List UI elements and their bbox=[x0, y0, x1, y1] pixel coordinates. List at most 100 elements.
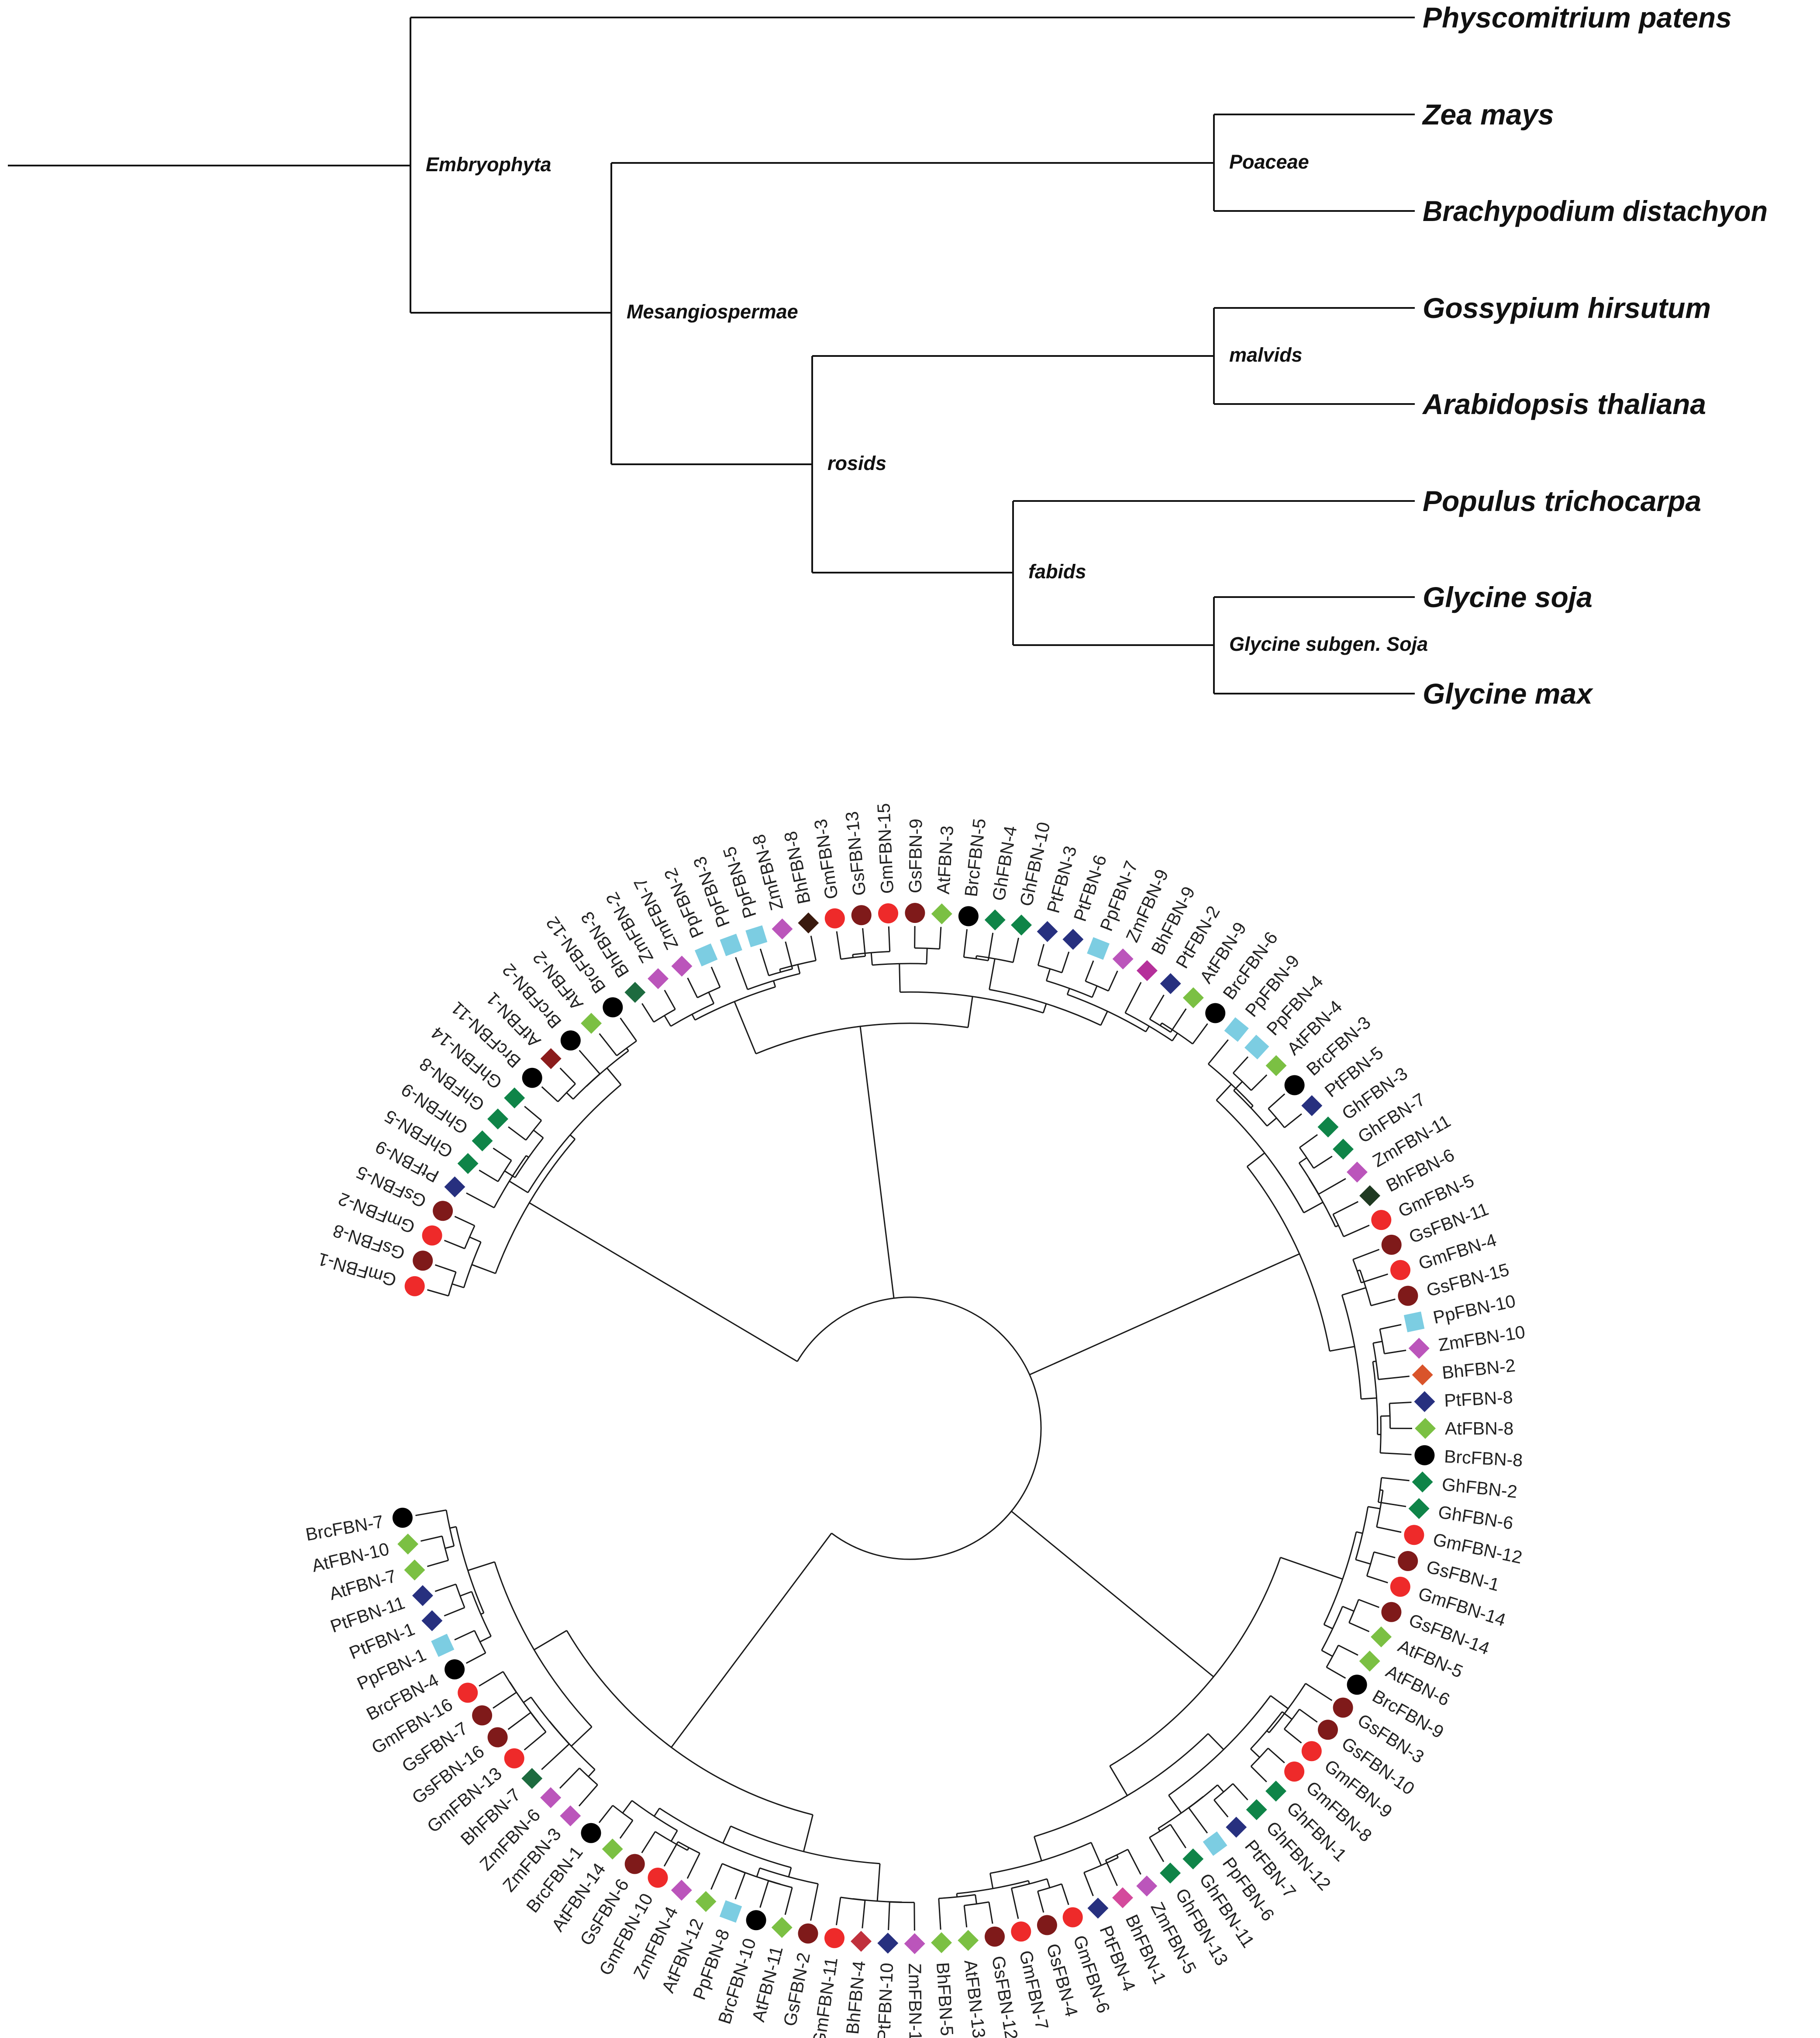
fbn-branch-arc bbox=[1149, 1824, 1171, 1838]
fbn-branch-arc bbox=[1341, 1295, 1362, 1399]
fbn-branch-radial bbox=[599, 1033, 617, 1056]
marker-circle-brcfbn-10 bbox=[746, 1910, 766, 1931]
fbn-branch-radial bbox=[1061, 951, 1070, 973]
fbn-branch-radial bbox=[708, 992, 715, 1004]
marker-diamond-zmfbn-8 bbox=[772, 918, 793, 940]
fbn-branch-radial bbox=[1378, 1375, 1410, 1380]
marker-square-ppfbn-3 bbox=[720, 933, 742, 957]
fbn-branch-radial bbox=[913, 1902, 915, 1931]
fbn-branch-radial bbox=[526, 1155, 529, 1158]
marker-diamond-bhfbn-6 bbox=[1359, 1185, 1381, 1206]
marker-diamond-zmfbn-2 bbox=[648, 968, 669, 989]
fbn-branch-radial bbox=[1149, 1837, 1165, 1862]
fbn-branch-radial bbox=[641, 1003, 655, 1022]
fbn-branch-radial bbox=[1037, 1891, 1044, 1913]
marker-circle-gsfbn-16 bbox=[487, 1727, 508, 1748]
marker-diamond-bhfbn-7 bbox=[521, 1768, 543, 1789]
fbn-branch-radial bbox=[415, 1509, 447, 1516]
tip-label-ptfbn-10: PtFBN-10 bbox=[874, 1962, 897, 2038]
fbn-branch-radial bbox=[1341, 1287, 1366, 1296]
fbn-branch-radial bbox=[788, 1867, 792, 1877]
marker-diamond-atfbn-9 bbox=[1182, 987, 1204, 1009]
marker-circle-brcfbn-3 bbox=[1284, 1075, 1305, 1095]
marker-circle-gmfbn-12 bbox=[1404, 1525, 1424, 1545]
fbn-branch-arc bbox=[1067, 994, 1146, 1033]
marker-circle-brcfbn-12 bbox=[603, 997, 623, 1018]
fbn-branch-radial bbox=[989, 958, 996, 990]
fbn-branch-radial bbox=[1085, 960, 1094, 981]
fbn-branch-arc bbox=[1161, 1022, 1193, 1045]
fbn-branch-radial bbox=[1379, 1324, 1402, 1330]
marker-diamond-bhfbn-9 bbox=[1136, 960, 1158, 981]
fbn-branch-radial bbox=[541, 1086, 558, 1102]
fbn-branch-radial bbox=[452, 1283, 464, 1288]
fbn-branch-radial bbox=[1343, 1224, 1370, 1237]
fbn-branch-radial bbox=[1356, 1531, 1363, 1534]
fbn-branch-radial bbox=[1352, 1249, 1380, 1260]
marker-diamond-atfbn-4 bbox=[1265, 1055, 1287, 1076]
fbn-branch-arc bbox=[653, 1009, 676, 1023]
fbn-branch-radial bbox=[759, 1880, 769, 1908]
fbn-branch-arc bbox=[497, 1160, 512, 1182]
fbn-branch-radial bbox=[1037, 944, 1045, 966]
marker-diamond-bhfbn-3 bbox=[624, 982, 646, 1003]
marker-square-ppfbn-2 bbox=[694, 943, 718, 967]
fbn-branch-radial bbox=[1217, 1784, 1224, 1793]
marker-circle-gmfbn-5 bbox=[1371, 1210, 1392, 1230]
fbn-branch-radial bbox=[1318, 1178, 1346, 1195]
fbn-branch-radial bbox=[559, 1067, 576, 1085]
fbn-branch-radial bbox=[1012, 937, 1020, 963]
fbn-branch-radial bbox=[1168, 1795, 1182, 1813]
fbn-branch-radial bbox=[435, 1264, 456, 1273]
fbn-branch-radial bbox=[803, 1814, 813, 1852]
marker-diamond-ghfbn-9 bbox=[472, 1130, 493, 1151]
marker-circle-gmfbn-1 bbox=[404, 1276, 425, 1296]
marker-circle-gmfbn-7 bbox=[1011, 1921, 1031, 1942]
fbn-branch-radial bbox=[1042, 1003, 1047, 1013]
fbn-branch-radial bbox=[1250, 1766, 1267, 1782]
fbn-branch-radial bbox=[588, 1769, 596, 1777]
species-label-brachypodium: Brachypodium distachyon bbox=[1423, 195, 1768, 227]
fbn-branch-radial bbox=[1361, 1273, 1388, 1284]
node-label-glycine-subgen: Glycine subgen. Soja bbox=[1229, 633, 1428, 655]
fbn-branch-radial bbox=[434, 1583, 456, 1592]
fbn-branch-radial bbox=[1380, 1452, 1412, 1455]
marker-diamond-ghfbn-10 bbox=[1011, 914, 1032, 936]
marker-diamond-ghfbn-7 bbox=[1333, 1139, 1354, 1160]
marker-circle-gmfbn-3 bbox=[824, 908, 845, 929]
marker-diamond-zmfbn-11 bbox=[1346, 1161, 1368, 1183]
marker-diamond-bhfbn-8 bbox=[798, 912, 819, 934]
fbn-branch-radial bbox=[1207, 1733, 1224, 1750]
tip-label-brcfbn-8: BrcFBN-8 bbox=[1444, 1446, 1523, 1470]
marker-diamond-zmfbn-4 bbox=[671, 1879, 692, 1901]
marker-diamond-bhfbn-2 bbox=[1412, 1364, 1433, 1385]
fbn-branch-radial bbox=[1381, 1477, 1410, 1482]
fbn-branch-radial bbox=[504, 1170, 516, 1178]
fbn-branch-radial bbox=[967, 996, 973, 1028]
marker-circle-gmfbn-11 bbox=[824, 1928, 845, 1948]
marker-diamond-ghfbn-3 bbox=[1317, 1116, 1339, 1138]
fbn-branch-radial bbox=[1188, 1807, 1208, 1834]
fbn-branch-arc bbox=[616, 1040, 637, 1057]
fbn-branch-radial bbox=[779, 969, 781, 973]
fbn-branch-radial bbox=[1011, 1510, 1214, 1678]
fbn-branch-arc bbox=[464, 1225, 476, 1249]
fbn-branch-radial bbox=[578, 1784, 598, 1807]
marker-diamond-ghfbn-2 bbox=[1412, 1471, 1433, 1492]
marker-diamond-atfbn-6 bbox=[1359, 1651, 1380, 1672]
fbn-branch-radial bbox=[1250, 1748, 1260, 1758]
fbn-branch-arc bbox=[514, 1137, 544, 1178]
fbn-branch-radial bbox=[1010, 1888, 1019, 1919]
species-tree: Physcomitrium patens Zea mays Brachypodi… bbox=[8, 1, 1768, 710]
fbn-branch-radial bbox=[1303, 1202, 1324, 1213]
marker-circle-brcfbn-8 bbox=[1414, 1445, 1435, 1465]
marker-diamond-atfbn-2 bbox=[581, 1012, 602, 1034]
fbn-branch-radial bbox=[1066, 988, 1070, 995]
marker-diamond-atfbn-13 bbox=[958, 1930, 979, 1951]
fbn-branch-radial bbox=[1061, 1883, 1069, 1905]
fbn-branch-radial bbox=[1355, 1559, 1371, 1565]
fbn-branch-arc bbox=[495, 1139, 576, 1274]
fbn-branch-radial bbox=[427, 1559, 449, 1567]
marker-diamond-ptfbn-1 bbox=[421, 1610, 443, 1631]
marker-diamond-ghfbn-6 bbox=[1408, 1498, 1430, 1519]
